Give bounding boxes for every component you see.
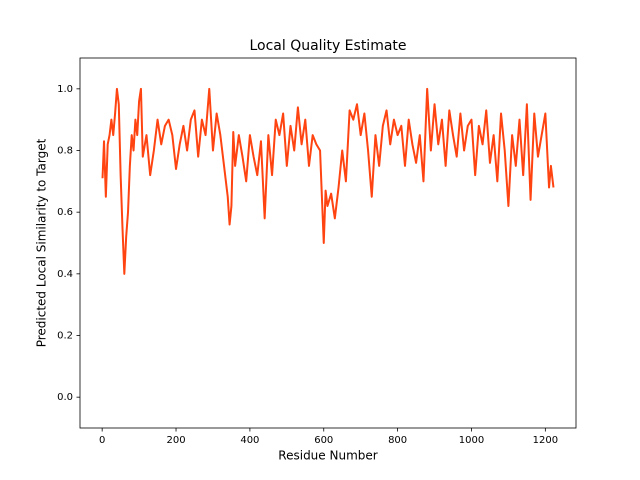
x-tick-label: 1200 — [533, 435, 558, 446]
x-tick-label: 1000 — [459, 435, 484, 446]
y-tick-label: 0.4 — [57, 269, 73, 280]
x-tick-label: 600 — [314, 435, 333, 446]
plot-frame — [79, 57, 577, 429]
chart-title: Local Quality Estimate — [249, 38, 406, 54]
line — [101, 87, 555, 275]
x-axis-label: Residue Number — [278, 449, 377, 463]
y-tick-label: 0.0 — [57, 392, 73, 403]
x-tick-label: 400 — [240, 435, 259, 446]
y-tick-label: 0.8 — [57, 146, 73, 157]
y-axis-label: Predicted Local Similarity to Target — [35, 138, 49, 347]
x-tick-label: 200 — [166, 435, 185, 446]
y-tick-label: 0.6 — [57, 207, 73, 218]
y-tick-label: 1.0 — [57, 84, 73, 95]
y-tick-label: 0.2 — [57, 331, 73, 342]
x-tick-label: 800 — [388, 435, 407, 446]
x-tick-label: 0 — [99, 435, 105, 446]
